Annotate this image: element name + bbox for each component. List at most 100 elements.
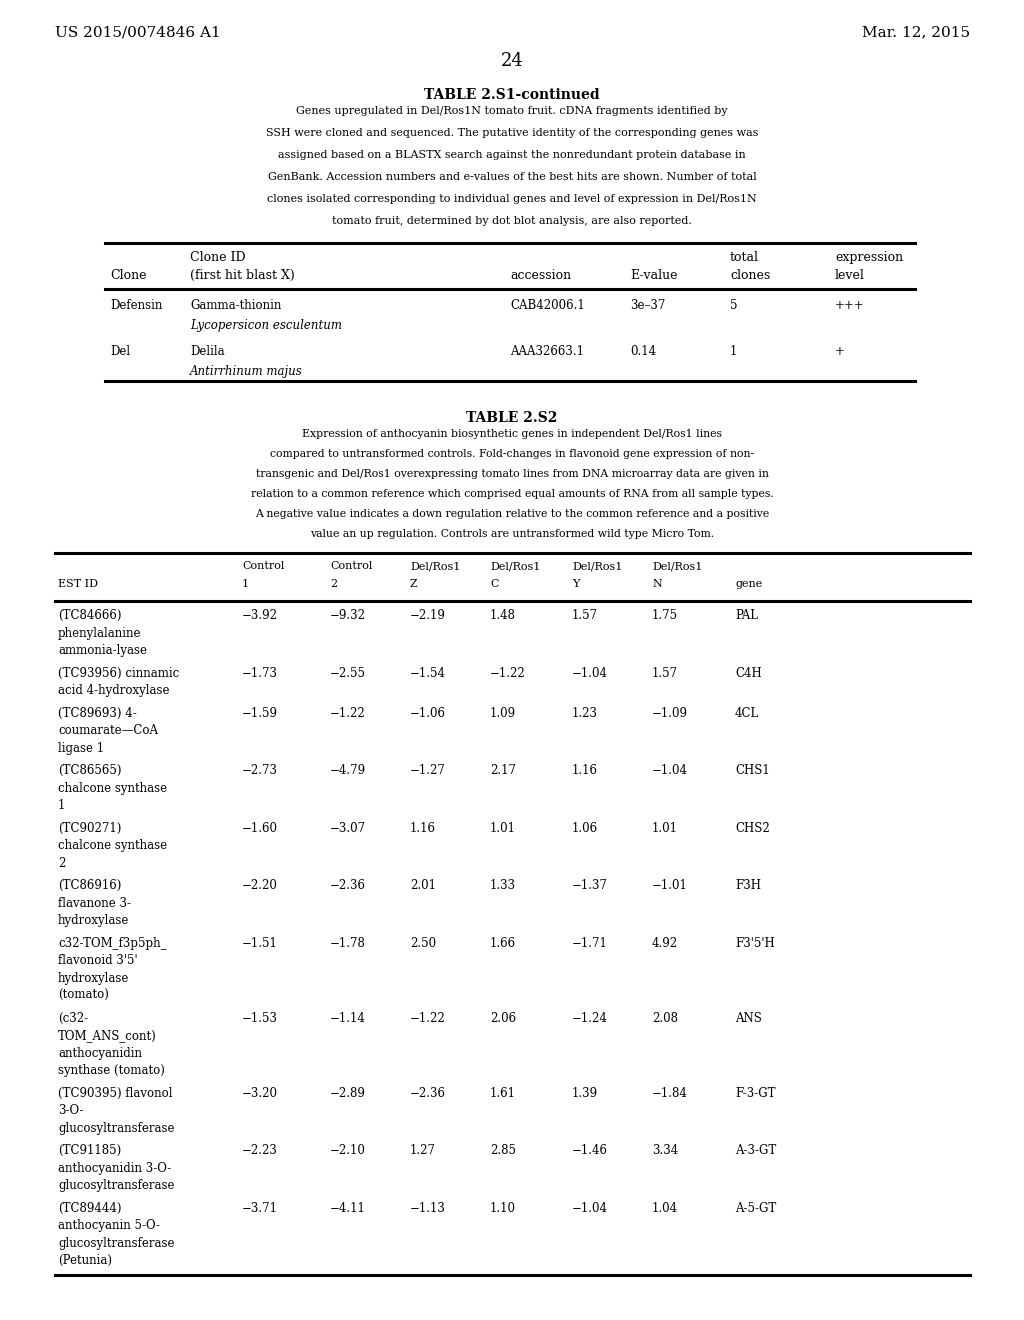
Text: −1.04: −1.04 (652, 764, 688, 777)
Text: synthase (tomato): synthase (tomato) (58, 1064, 165, 1077)
Text: −2.89: −2.89 (330, 1086, 366, 1100)
Text: −2.55: −2.55 (330, 667, 366, 680)
Text: N: N (652, 579, 662, 589)
Text: F3H: F3H (735, 879, 761, 892)
Text: 4CL: 4CL (735, 706, 759, 719)
Text: E-value: E-value (630, 269, 678, 282)
Text: −1.04: −1.04 (572, 667, 608, 680)
Text: assigned based on a BLASTX search against the nonredundant protein database in: assigned based on a BLASTX search agains… (279, 150, 745, 160)
Text: A-3-GT: A-3-GT (735, 1144, 776, 1158)
Text: 1.01: 1.01 (490, 821, 516, 834)
Text: hydroxylase: hydroxylase (58, 913, 129, 927)
Text: (TC90395) flavonol: (TC90395) flavonol (58, 1086, 172, 1100)
Text: 5: 5 (730, 300, 737, 312)
Text: 1.39: 1.39 (572, 1086, 598, 1100)
Text: EST ID: EST ID (58, 579, 98, 589)
Text: 1.66: 1.66 (490, 936, 516, 949)
Text: 2.85: 2.85 (490, 1144, 516, 1158)
Text: 24: 24 (501, 51, 523, 70)
Text: glucosyltransferase: glucosyltransferase (58, 1179, 174, 1192)
Text: ligase 1: ligase 1 (58, 742, 104, 755)
Text: −2.20: −2.20 (242, 879, 278, 892)
Text: −1.78: −1.78 (330, 936, 366, 949)
Text: 1.27: 1.27 (410, 1144, 436, 1158)
Text: (TC86916): (TC86916) (58, 879, 122, 892)
Text: +++: +++ (835, 300, 864, 312)
Text: 2.17: 2.17 (490, 764, 516, 777)
Text: anthocyanidin 3-O-: anthocyanidin 3-O- (58, 1162, 171, 1175)
Text: −1.09: −1.09 (652, 706, 688, 719)
Text: −4.11: −4.11 (330, 1201, 366, 1214)
Text: 1.23: 1.23 (572, 706, 598, 719)
Text: F3'5'H: F3'5'H (735, 936, 775, 949)
Text: (tomato): (tomato) (58, 989, 109, 1002)
Text: 1.04: 1.04 (652, 1201, 678, 1214)
Text: Mar. 12, 2015: Mar. 12, 2015 (862, 25, 970, 40)
Text: −3.20: −3.20 (242, 1086, 278, 1100)
Text: accession: accession (510, 269, 571, 282)
Text: 1: 1 (730, 345, 737, 358)
Text: 1.10: 1.10 (490, 1201, 516, 1214)
Text: 1: 1 (242, 579, 249, 589)
Text: −1.22: −1.22 (330, 706, 366, 719)
Text: −1.22: −1.22 (410, 1011, 445, 1024)
Text: coumarate—CoA: coumarate—CoA (58, 723, 158, 737)
Text: 3-O-: 3-O- (58, 1104, 84, 1117)
Text: −1.59: −1.59 (242, 706, 278, 719)
Text: −4.79: −4.79 (330, 764, 367, 777)
Text: 1: 1 (58, 799, 66, 812)
Text: SSH were cloned and sequenced. The putative identity of the corresponding genes : SSH were cloned and sequenced. The putat… (266, 128, 758, 139)
Text: tomato fruit, determined by dot blot analysis, are also reported.: tomato fruit, determined by dot blot ana… (332, 216, 692, 226)
Text: PAL: PAL (735, 609, 758, 622)
Text: CAB42006.1: CAB42006.1 (510, 300, 585, 312)
Text: flavanone 3-: flavanone 3- (58, 896, 131, 909)
Text: (TC91185): (TC91185) (58, 1144, 121, 1158)
Text: flavonoid 3'5': flavonoid 3'5' (58, 954, 137, 968)
Text: ANS: ANS (735, 1011, 762, 1024)
Text: −1.01: −1.01 (652, 879, 688, 892)
Text: −1.04: −1.04 (572, 1201, 608, 1214)
Text: −1.84: −1.84 (652, 1086, 688, 1100)
Text: Control: Control (242, 561, 285, 572)
Text: Control: Control (330, 561, 373, 572)
Text: Lycopersicon esculentum: Lycopersicon esculentum (190, 319, 342, 333)
Text: transgenic and Del/Ros1 overexpressing tomato lines from DNA microarray data are: transgenic and Del/Ros1 overexpressing t… (256, 469, 768, 479)
Text: Clone ID: Clone ID (190, 251, 246, 264)
Text: −1.13: −1.13 (410, 1201, 445, 1214)
Text: A negative value indicates a down regulation relative to the common reference an: A negative value indicates a down regula… (255, 510, 769, 519)
Text: 1.75: 1.75 (652, 609, 678, 622)
Text: −2.19: −2.19 (410, 609, 445, 622)
Text: chalcone synthase: chalcone synthase (58, 840, 167, 851)
Text: 2.08: 2.08 (652, 1011, 678, 1024)
Text: −2.73: −2.73 (242, 764, 278, 777)
Text: TOM_ANS_cont): TOM_ANS_cont) (58, 1030, 157, 1041)
Text: Y: Y (572, 579, 580, 589)
Text: −1.06: −1.06 (410, 706, 446, 719)
Text: anthocyanidin: anthocyanidin (58, 1047, 142, 1060)
Text: clones: clones (730, 269, 770, 282)
Text: −3.07: −3.07 (330, 821, 367, 834)
Text: (TC93956) cinnamic: (TC93956) cinnamic (58, 667, 179, 680)
Text: −3.71: −3.71 (242, 1201, 278, 1214)
Text: −1.24: −1.24 (572, 1011, 608, 1024)
Text: Del/Ros1: Del/Ros1 (410, 561, 461, 572)
Text: −1.46: −1.46 (572, 1144, 608, 1158)
Text: relation to a common reference which comprised equal amounts of RNA from all sam: relation to a common reference which com… (251, 488, 773, 499)
Text: 0.14: 0.14 (630, 345, 656, 358)
Text: Clone: Clone (110, 269, 146, 282)
Text: (TC90271): (TC90271) (58, 821, 122, 834)
Text: −2.23: −2.23 (242, 1144, 278, 1158)
Text: (TC86565): (TC86565) (58, 764, 122, 777)
Text: Z: Z (410, 579, 418, 589)
Text: 1.09: 1.09 (490, 706, 516, 719)
Text: −1.54: −1.54 (410, 667, 446, 680)
Text: 1.48: 1.48 (490, 609, 516, 622)
Text: level: level (835, 269, 865, 282)
Text: −2.10: −2.10 (330, 1144, 366, 1158)
Text: Delila: Delila (190, 345, 224, 358)
Text: −1.22: −1.22 (490, 667, 525, 680)
Text: 2: 2 (330, 579, 337, 589)
Text: CHS2: CHS2 (735, 821, 770, 834)
Text: −2.36: −2.36 (330, 879, 366, 892)
Text: phenylalanine: phenylalanine (58, 627, 141, 639)
